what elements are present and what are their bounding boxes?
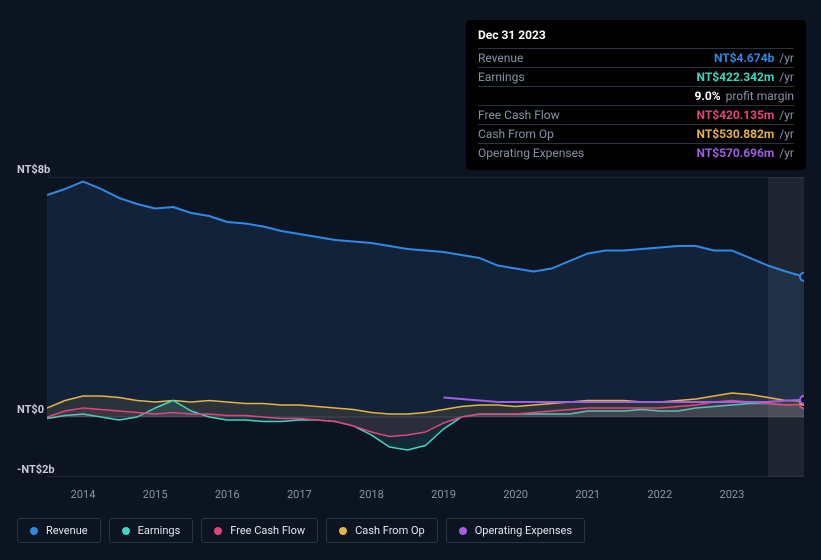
tooltip-date: Dec 31 2023 bbox=[478, 28, 794, 48]
x-axis-label: 2022 bbox=[647, 488, 672, 501]
legend-label: Free Cash Flow bbox=[230, 524, 305, 537]
x-axis-label: 2018 bbox=[359, 488, 384, 501]
tooltip-value: 9.0% bbox=[695, 89, 721, 103]
tooltip-unit: /yr bbox=[776, 51, 794, 65]
legend-item-earnings[interactable]: Earnings bbox=[109, 518, 194, 543]
tooltip-label: Revenue bbox=[478, 51, 523, 65]
tooltip-unit: /yr bbox=[776, 70, 794, 84]
legend-swatch bbox=[339, 527, 347, 535]
tooltip-value: NT$530.882m bbox=[697, 127, 775, 141]
legend-label: Operating Expenses bbox=[475, 524, 572, 537]
chart-plot[interactable] bbox=[47, 177, 804, 477]
legend-label: Earnings bbox=[138, 524, 181, 537]
tooltip-row-revenue: Revenue NT$4.674b /yr bbox=[478, 48, 794, 67]
tooltip-label: Operating Expenses bbox=[478, 146, 584, 160]
legend-label: Revenue bbox=[46, 524, 88, 537]
legend-label: Cash From Op bbox=[355, 524, 425, 537]
x-axis-label: 2016 bbox=[215, 488, 240, 501]
tooltip-unit: /yr bbox=[776, 146, 794, 160]
tooltip-row-fcf: Free Cash Flow NT$420.135m /yr bbox=[478, 105, 794, 124]
legend-item-revenue[interactable]: Revenue bbox=[17, 518, 101, 543]
legend: Revenue Earnings Free Cash Flow Cash From O… bbox=[17, 518, 585, 543]
x-axis-label: 2015 bbox=[143, 488, 168, 501]
tooltip-value: NT$422.342m bbox=[697, 70, 775, 84]
tooltip-value: NT$570.696m bbox=[697, 146, 775, 160]
tooltip-unit: profit margin bbox=[723, 89, 794, 103]
y-axis-label: NT$0 bbox=[17, 403, 44, 416]
tooltip-label: Earnings bbox=[478, 70, 525, 84]
x-axis-label: 2017 bbox=[287, 488, 312, 501]
legend-swatch bbox=[459, 527, 467, 535]
legend-swatch bbox=[214, 527, 222, 535]
legend-item-cfo[interactable]: Cash From Op bbox=[326, 518, 438, 543]
tooltip-label: Cash From Op bbox=[478, 127, 554, 141]
x-axis-label: 2021 bbox=[575, 488, 600, 501]
chart-area: NT$8bNT$0-NT$2b bbox=[17, 165, 804, 475]
legend-item-opex[interactable]: Operating Expenses bbox=[446, 518, 585, 543]
tooltip-row-cfo: Cash From Op NT$530.882m /yr bbox=[478, 124, 794, 143]
tooltip-unit: /yr bbox=[776, 127, 794, 141]
y-axis-label: NT$8b bbox=[17, 163, 50, 176]
tooltip-row-margin: 9.0% profit margin bbox=[478, 86, 794, 105]
tooltip-value: NT$420.135m bbox=[697, 108, 775, 122]
tooltip-unit: /yr bbox=[776, 108, 794, 122]
legend-swatch bbox=[30, 527, 38, 535]
x-axis-label: 2020 bbox=[503, 488, 528, 501]
tooltip-label: Free Cash Flow bbox=[478, 108, 560, 122]
chart-tooltip: Dec 31 2023 RevenueNT$4.674b /yrEarnings… bbox=[466, 20, 806, 170]
x-axis-label: 2014 bbox=[71, 488, 96, 501]
tooltip-row-opex: Operating Expenses NT$570.696m /yr bbox=[478, 143, 794, 162]
x-axis-label: 2019 bbox=[431, 488, 456, 501]
tooltip-value: NT$4.674b bbox=[714, 51, 774, 65]
legend-item-fcf[interactable]: Free Cash Flow bbox=[201, 518, 318, 543]
tooltip-row-earnings: Earnings NT$422.342m /yr bbox=[478, 67, 794, 86]
x-axis-label: 2023 bbox=[720, 488, 745, 501]
legend-swatch bbox=[122, 527, 130, 535]
